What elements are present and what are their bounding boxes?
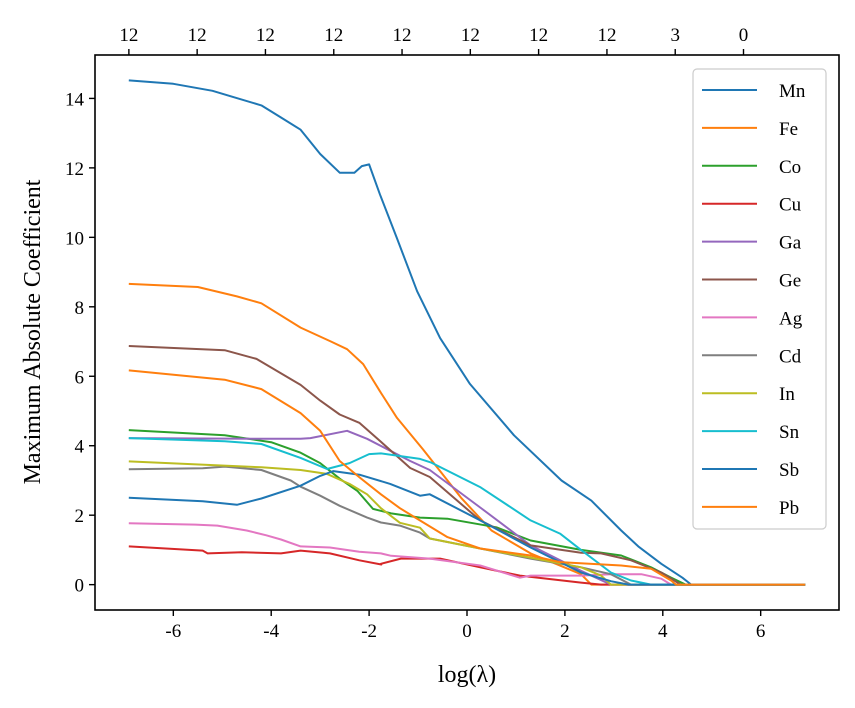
y-axis-ticks: 0 2 4 6 8 10 12 14	[65, 89, 95, 597]
series-line-in	[128, 460, 806, 586]
legend-label: Pb	[779, 498, 799, 519]
series-line-sb	[128, 470, 806, 586]
series-line-cu	[128, 545, 806, 586]
y-tick-label: 6	[75, 367, 85, 388]
top-tick-label: 12	[324, 25, 343, 46]
legend-label: Cd	[779, 346, 802, 367]
x-tick-label: 0	[462, 621, 472, 642]
x-tick-label: 6	[756, 621, 766, 642]
y-axis-label: Maximum Absolute Coefficient	[20, 179, 46, 484]
legend-label: Sb	[779, 460, 799, 481]
legend-item-cu: Cu	[702, 195, 802, 216]
top-axis-ticks: 12 12 12 12 12 12 12 12 3 0	[119, 25, 748, 55]
top-tick-label: 12	[256, 25, 275, 46]
x-tick-label: -2	[361, 621, 377, 642]
legend-item-ge: Ge	[702, 271, 801, 292]
series-lines	[128, 79, 806, 586]
legend-item-sb: Sb	[702, 460, 799, 481]
legend-label: Mn	[779, 81, 806, 102]
x-tick-label: -4	[263, 621, 279, 642]
legend-item-sn: Sn	[702, 422, 800, 443]
x-axis-ticks: -6 -4 -2 0 2 4 6	[165, 610, 765, 642]
y-tick-label: 12	[65, 159, 84, 180]
y-tick-label: 14	[65, 89, 85, 110]
top-tick-label: 12	[119, 25, 138, 46]
y-tick-label: 2	[75, 506, 85, 527]
series-line-pb	[128, 369, 806, 586]
top-tick-label: 12	[597, 25, 616, 46]
legend-label: Co	[779, 157, 801, 178]
legend: Mn Fe Co Cu Ga Ge Ag Cd In Sn Sb Pb	[692, 68, 827, 530]
series-line-ge	[128, 345, 806, 586]
legend-item-fe: Fe	[702, 119, 798, 140]
legend-label: Sn	[779, 422, 800, 443]
legend-frame	[692, 68, 827, 530]
top-tick-label: 12	[529, 25, 548, 46]
legend-label: Fe	[779, 119, 798, 140]
legend-item-co: Co	[702, 157, 801, 178]
y-tick-label: 0	[75, 576, 85, 597]
top-tick-label: 0	[739, 25, 749, 46]
legend-item-in: In	[702, 384, 795, 405]
x-tick-label: -6	[165, 621, 181, 642]
top-tick-label: 3	[670, 25, 680, 46]
legend-label: Ag	[779, 308, 803, 329]
x-tick-label: 2	[560, 621, 570, 642]
x-tick-label: 4	[658, 621, 668, 642]
series-line-ag	[128, 522, 806, 586]
legend-label: In	[779, 384, 795, 405]
series-line-sn	[128, 437, 806, 586]
legend-label: Cu	[779, 195, 802, 216]
legend-item-mn: Mn	[702, 81, 806, 102]
top-tick-label: 12	[188, 25, 207, 46]
y-tick-label: 4	[75, 437, 85, 458]
legend-item-pb: Pb	[702, 498, 799, 519]
legend-item-ga: Ga	[702, 233, 802, 254]
top-tick-label: 12	[461, 25, 480, 46]
legend-label: Ge	[779, 271, 801, 292]
legend-label: Ga	[779, 233, 802, 254]
y-tick-label: 10	[65, 228, 84, 249]
y-tick-label: 8	[75, 298, 85, 319]
x-axis-label: log(λ)	[438, 662, 496, 688]
legend-item-ag: Ag	[702, 308, 803, 329]
series-line-mn	[128, 79, 806, 586]
legend-item-cd: Cd	[702, 346, 802, 367]
top-tick-label: 12	[393, 25, 412, 46]
